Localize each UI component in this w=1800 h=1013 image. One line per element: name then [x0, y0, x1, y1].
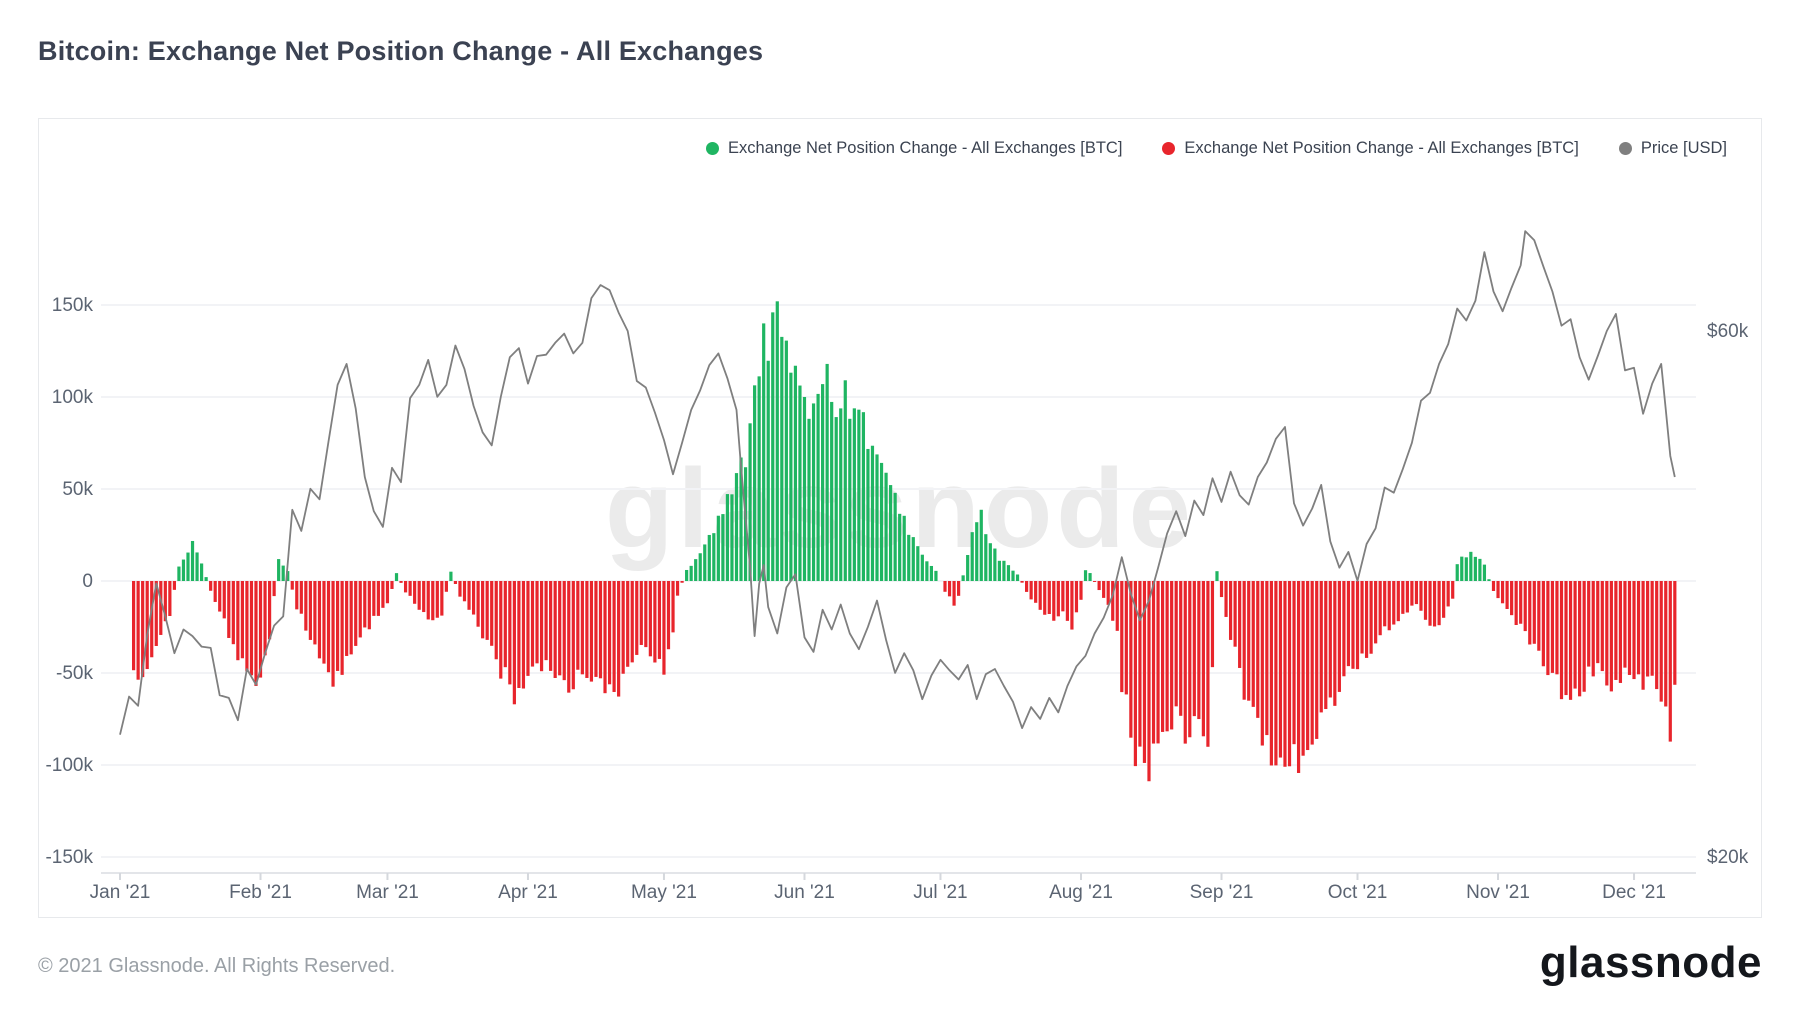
y-left-tick-label: -50k	[56, 663, 93, 684]
y-left-tick-label: 0	[82, 571, 93, 592]
page-title: Bitcoin: Exchange Net Position Change - …	[38, 36, 764, 66]
y-left-tick-label: -100k	[45, 755, 93, 776]
legend-dot-red-icon	[1162, 142, 1176, 155]
x-axis-month-label: May '21	[631, 882, 697, 903]
net-position-bars	[131, 301, 1677, 782]
x-axis-month-label: Mar '21	[356, 882, 419, 903]
legend-item-price[interactable]: Price [USD]	[1618, 139, 1727, 158]
x-axis-month-label: Oct '21	[1328, 882, 1388, 903]
x-axis-month-label: Nov '21	[1466, 882, 1530, 903]
copyright-text: © 2021 Glassnode. All Rights Reserved.	[38, 955, 396, 977]
legend-label: Exchange Net Position Change - All Excha…	[728, 139, 1123, 157]
x-axis-month-label: Aug '21	[1049, 882, 1113, 903]
legend-item-net-position-negative[interactable]: Exchange Net Position Change - All Excha…	[1162, 139, 1579, 158]
chart-legend: Exchange Net Position Change - All Excha…	[706, 139, 1727, 158]
price-line	[119, 230, 1676, 735]
y-left-tick-label: -150k	[45, 847, 93, 868]
chart-panel: Exchange Net Position Change - All Excha…	[38, 118, 1762, 918]
y-left-tick-label: 100k	[52, 387, 94, 408]
x-axis-month-label: Jun '21	[774, 882, 835, 903]
glassnode-logo[interactable]: glassnode	[1539, 938, 1762, 987]
x-axis-month-label: Feb '21	[229, 882, 292, 903]
y-left-tick-label: 50k	[62, 479, 93, 500]
legend-dot-gray-icon	[1618, 142, 1632, 155]
y-right-tick-label: $20k	[1707, 847, 1749, 868]
x-axis-month-label: Dec '21	[1602, 882, 1666, 903]
x-axis-month-label: Apr '21	[498, 882, 558, 903]
x-axis-month-label: Jul '21	[913, 882, 967, 903]
legend-label: Price [USD]	[1640, 139, 1727, 157]
glassnode-watermark: glassnode	[605, 446, 1195, 571]
y-right-tick-label: $60k	[1707, 321, 1749, 342]
x-axis-month-label: Jan '21	[90, 882, 151, 903]
legend-item-net-position-positive[interactable]: Exchange Net Position Change - All Excha…	[706, 139, 1122, 158]
y-left-tick-label: 150k	[52, 295, 94, 316]
legend-dot-green-icon	[706, 142, 720, 155]
chart-canvas[interactable]: 150k 100k 50k 0 -50k -100k -150k $60k $20k Jan '2…	[39, 119, 1761, 917]
x-axis-month-label: Sep '21	[1190, 882, 1254, 903]
legend-label: Exchange Net Position Change - All Excha…	[1184, 139, 1579, 157]
